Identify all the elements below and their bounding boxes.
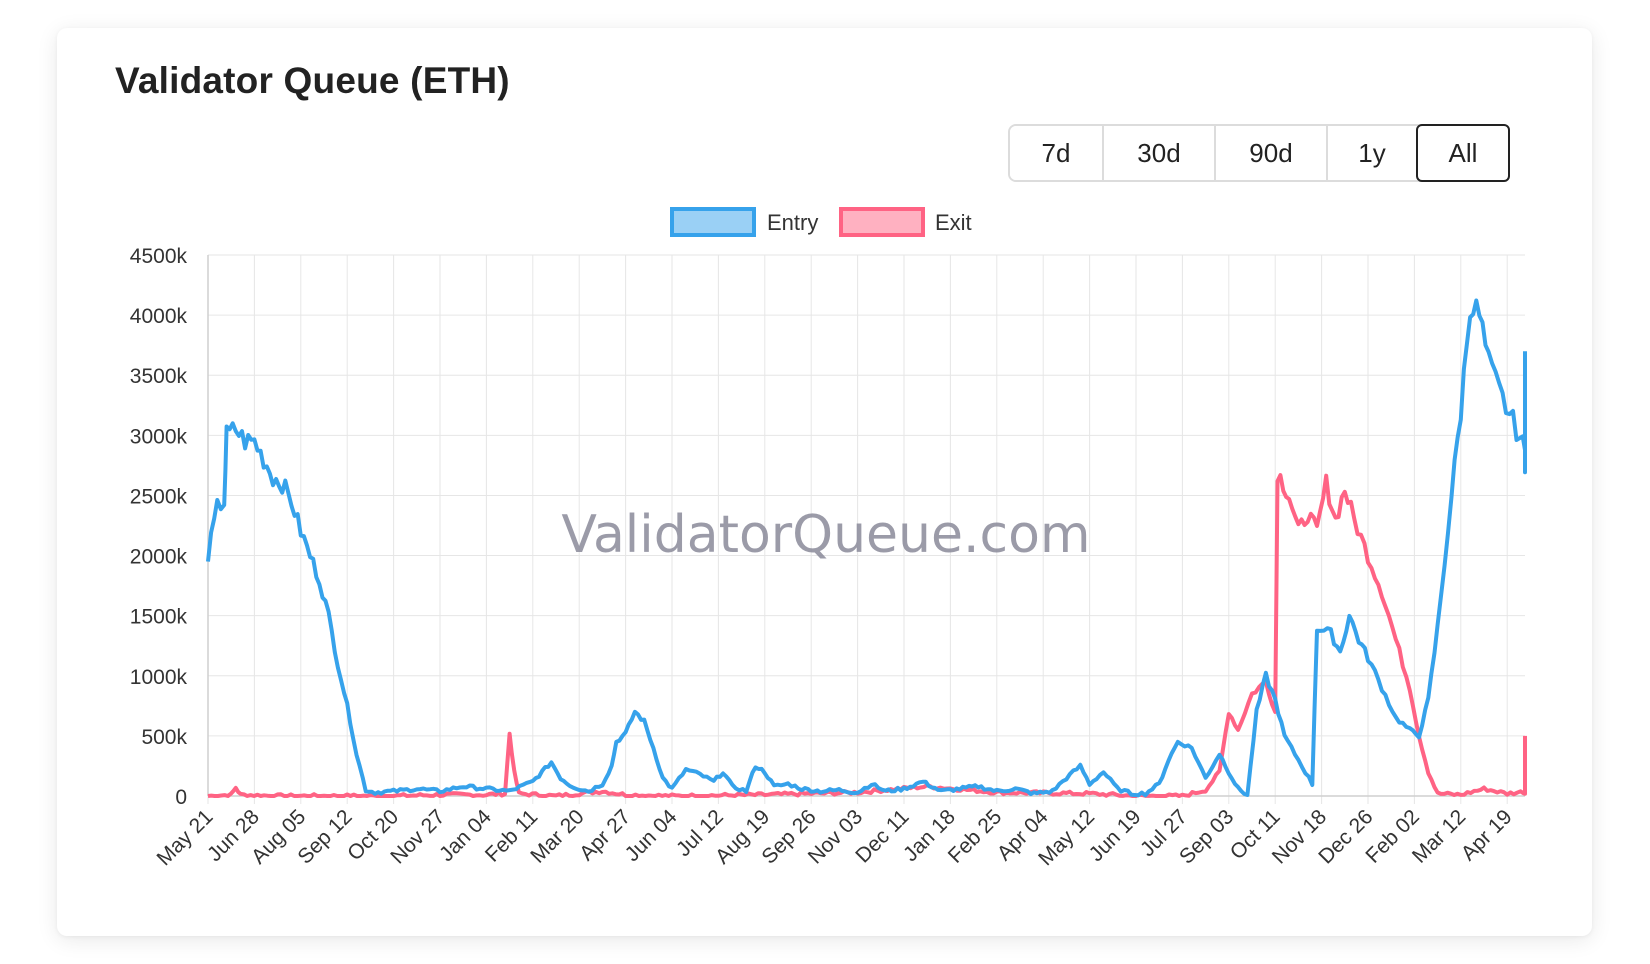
y-axis: 0 500k 1000k 1500k 2000k 2500k 3000k 3500k 4000k… (130, 245, 188, 809)
watermark: ValidatorQueue.com (561, 505, 1090, 565)
y-tick-label: 3000k (130, 425, 188, 448)
range-button-30d[interactable]: 30d (1102, 126, 1214, 180)
legend-swatch-exit[interactable] (839, 207, 925, 237)
legend-swatch-entry[interactable] (670, 207, 756, 237)
y-tick-label: 2500k (130, 485, 188, 508)
y-tick-label: 1000k (130, 666, 188, 689)
x-tick-label: Mar 12 (1408, 805, 1470, 867)
legend-label-exit[interactable]: Exit (935, 210, 972, 235)
chart-card: Validator Queue (ETH) 7d 30d 90d 1y All (57, 28, 1592, 936)
card-title: Validator Queue (ETH) (115, 60, 510, 101)
range-button-all[interactable]: All (1416, 124, 1510, 182)
y-tick-label: 3500k (130, 365, 188, 388)
y-tick-label: 4000k (130, 305, 188, 328)
range-button-1y[interactable]: 1y (1326, 126, 1416, 180)
y-tick-label: 500k (141, 726, 187, 749)
range-button-7d[interactable]: 7d (1010, 126, 1102, 180)
x-tick-label: May 21 (153, 805, 218, 870)
x-tick-label: Mar 20 (526, 805, 588, 867)
y-tick-label: 0 (175, 786, 187, 809)
y-tick-label: 1500k (130, 606, 188, 629)
x-tick-label: Dec 11 (851, 805, 913, 867)
x-tick-label: Jun 04 (621, 805, 682, 866)
legend-label-entry[interactable]: Entry (767, 210, 818, 235)
chart-grid (207, 254, 1525, 804)
range-button-90d[interactable]: 90d (1214, 126, 1326, 180)
x-tick-label: Apr 19 (1457, 805, 1517, 865)
series-line-entry (206, 298, 1527, 798)
chart-legend: Entry Exit (670, 207, 972, 237)
y-tick-label: 2000k (130, 546, 188, 569)
x-tick-label: Feb 25 (944, 805, 1007, 868)
chart-series (206, 298, 1527, 798)
x-tick-label: Jun 19 (1085, 805, 1146, 866)
y-tick-label: 4500k (130, 245, 188, 268)
time-range-selector: 7d 30d 90d 1y All (1008, 124, 1510, 182)
